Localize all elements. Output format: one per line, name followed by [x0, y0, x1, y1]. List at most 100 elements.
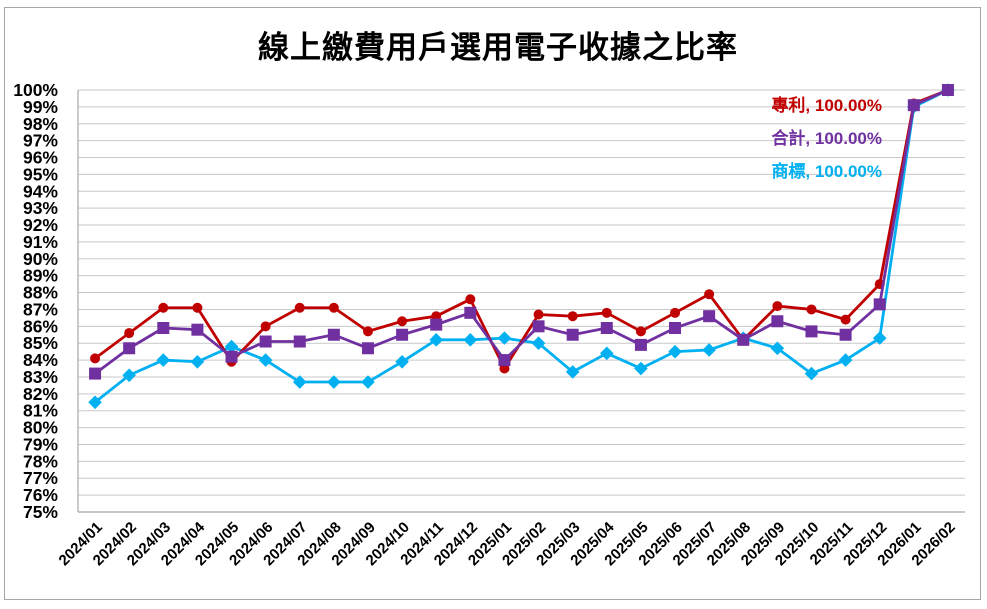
marker-square-合計: [703, 310, 716, 323]
marker-circle-專利: [772, 301, 783, 312]
marker-diamond-商標: [224, 339, 239, 354]
marker-square-合計: [737, 333, 750, 346]
y-axis-tick-label: 81%: [23, 401, 58, 421]
marker-square-合計: [805, 325, 818, 338]
series-end-label-patent: 專利, 100.00%: [771, 96, 882, 115]
marker-circle-專利: [635, 326, 646, 337]
marker-diamond-商標: [429, 333, 444, 347]
y-axis-tick-label: 82%: [23, 384, 58, 404]
marker-diamond-商標: [702, 343, 716, 357]
marker-square-合計: [634, 338, 647, 351]
marker-diamond-商標: [838, 353, 853, 367]
marker-square-合計: [157, 322, 170, 335]
marker-square-合計: [225, 350, 238, 363]
y-axis-tick-label: 89%: [23, 266, 58, 286]
marker-square-合計: [873, 298, 886, 311]
marker-circle-專利: [670, 307, 681, 318]
y-axis-tick-label: 88%: [23, 283, 58, 303]
y-axis-tick-label: 94%: [23, 181, 58, 201]
y-axis-tick-label: 93%: [23, 198, 58, 218]
y-axis-tick-label: 96%: [23, 148, 58, 168]
marker-diamond-商標: [497, 331, 512, 345]
marker-square-合計: [907, 99, 920, 112]
marker-circle-專利: [158, 302, 169, 313]
marker-square-合計: [566, 328, 579, 341]
marker-square-合計: [293, 335, 306, 348]
y-axis-tick-label: 78%: [23, 451, 58, 471]
marker-square-合計: [361, 342, 374, 355]
marker-circle-專利: [90, 353, 101, 364]
marker-circle-專利: [601, 307, 612, 318]
marker-circle-專利: [567, 311, 578, 322]
chart-title: 線上繳費用戶選用電子收據之比率: [258, 30, 738, 65]
marker-square-合計: [941, 84, 954, 96]
marker-circle-專利: [397, 316, 408, 327]
marker-diamond-商標: [156, 353, 171, 367]
y-axis-tick-label: 77%: [23, 468, 58, 488]
marker-circle-專利: [465, 294, 476, 305]
marker-diamond-商標: [872, 331, 887, 345]
marker-circle-專利: [124, 328, 135, 339]
marker-diamond-商標: [531, 336, 546, 350]
marker-circle-專利: [328, 302, 339, 313]
marker-diamond-商標: [327, 375, 341, 389]
y-axis-tick-label: 92%: [23, 215, 58, 235]
marker-diamond-商標: [634, 361, 648, 376]
marker-circle-專利: [192, 302, 203, 313]
y-axis-tick-label: 83%: [23, 367, 58, 387]
y-axis-tick-label: 99%: [23, 97, 58, 117]
y-axis-tick-label: 95%: [23, 164, 58, 184]
y-axis-tick-label: 86%: [23, 316, 58, 336]
marker-diamond-商標: [88, 395, 102, 410]
y-axis-tick-label: 100%: [13, 80, 58, 100]
marker-diamond-商標: [463, 333, 478, 347]
series-end-label-trademark: 商標, 100.00%: [771, 162, 882, 181]
marker-circle-專利: [533, 309, 544, 320]
marker-square-合計: [464, 306, 477, 319]
marker-square-合計: [669, 322, 682, 335]
marker-square-合計: [123, 342, 136, 355]
marker-square-合計: [498, 354, 511, 367]
marker-circle-專利: [806, 304, 817, 315]
marker-square-合計: [396, 328, 409, 341]
marker-square-合計: [532, 320, 545, 333]
y-axis-tick-label: 97%: [23, 131, 58, 151]
marker-diamond-商標: [361, 375, 375, 389]
marker-square-合計: [259, 335, 272, 348]
marker-square-合計: [771, 315, 784, 328]
marker-square-合計: [839, 328, 852, 341]
marker-diamond-商標: [770, 341, 785, 356]
marker-circle-專利: [840, 314, 851, 325]
marker-square-合計: [430, 318, 443, 331]
marker-diamond-商標: [122, 368, 136, 383]
y-axis-tick-label: 80%: [23, 418, 58, 438]
y-axis-tick-label: 87%: [23, 299, 58, 319]
series-end-label-total: 合計, 100.00%: [771, 129, 882, 148]
marker-square-合計: [600, 322, 613, 335]
y-axis-tick-label: 75%: [23, 502, 58, 522]
marker-square-合計: [89, 367, 102, 380]
y-axis-tick-label: 90%: [23, 249, 58, 269]
marker-circle-專利: [704, 289, 715, 300]
marker-diamond-商標: [804, 366, 819, 381]
y-axis-tick-label: 76%: [23, 485, 58, 505]
y-axis-tick-label: 98%: [23, 114, 58, 134]
marker-diamond-商標: [599, 346, 614, 361]
y-axis-tick-label: 85%: [23, 333, 58, 353]
y-axis-tick-label: 84%: [23, 350, 58, 370]
y-axis-tick-label: 91%: [23, 232, 58, 252]
marker-diamond-商標: [565, 365, 580, 379]
marker-square-合計: [191, 323, 204, 336]
marker-square-合計: [327, 328, 340, 341]
marker-diamond-商標: [395, 354, 409, 369]
marker-diamond-商標: [258, 353, 273, 367]
marker-diamond-商標: [292, 375, 307, 389]
marker-circle-專利: [260, 321, 271, 332]
y-axis-tick-label: 79%: [23, 434, 58, 454]
marker-diamond-商標: [668, 344, 682, 359]
marker-diamond-商標: [190, 354, 205, 369]
marker-circle-專利: [294, 302, 305, 313]
marker-circle-專利: [362, 326, 373, 337]
